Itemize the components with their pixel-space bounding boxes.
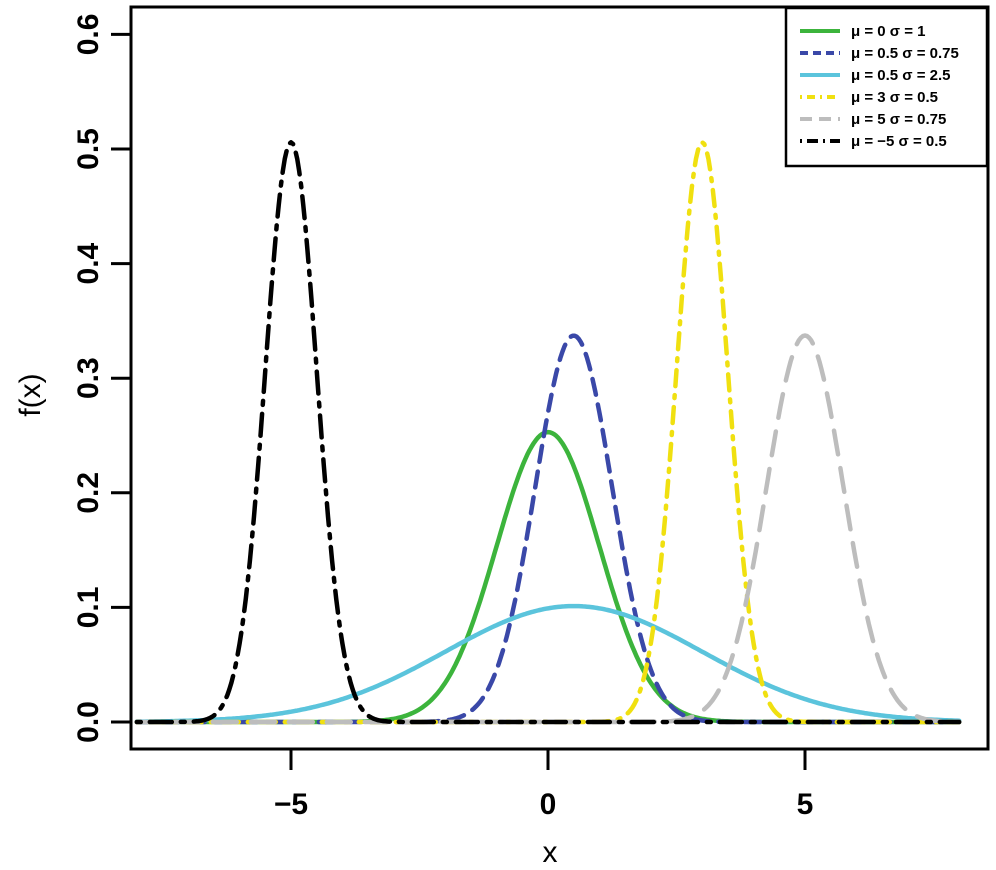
y-tick-label: 0.4 — [72, 242, 105, 284]
legend: μ = 0 σ = 1 μ = 0.5 σ = 0.75 μ = 0.5 σ = 2… — [784, 6, 989, 168]
curve-series-1 — [134, 333, 962, 725]
x-axis: −5 0 5 — [274, 749, 813, 821]
legend-label: μ = 5 σ = 0.75 — [851, 111, 946, 128]
legend-label: μ = 0.5 σ = 0.75 — [851, 45, 959, 62]
y-tick-label: 0.0 — [72, 701, 105, 743]
x-tick-label: 5 — [797, 788, 814, 821]
legend-label: μ = 3 σ = 0.5 — [851, 89, 938, 106]
curve-series-5 — [134, 140, 962, 725]
y-tick-label: 0.2 — [72, 472, 105, 514]
curve-series-4 — [134, 333, 962, 725]
x-axis-title: x — [543, 836, 558, 869]
legend-label: μ = 0.5 σ = 2.5 — [851, 67, 951, 84]
curve-series-0 — [134, 429, 962, 725]
curve-series-2 — [134, 603, 962, 724]
y-tick-label: 0.6 — [72, 14, 105, 56]
legend-label: μ = 0 σ = 1 — [851, 23, 925, 40]
curves-layer — [134, 140, 962, 725]
y-tick-label: 0.5 — [72, 128, 105, 170]
legend-label: μ = −5 σ = 0.5 — [851, 133, 947, 150]
y-tick-label: 0.1 — [72, 587, 105, 629]
y-axis-title: f(x) — [14, 373, 47, 416]
x-tick-label: 0 — [540, 788, 557, 821]
y-axis: 0.0 0.1 0.2 0.3 0.4 0.5 0.6 — [72, 14, 131, 743]
legend-box — [784, 6, 989, 168]
y-tick-label: 0.3 — [72, 357, 105, 399]
x-tick-label: −5 — [274, 788, 308, 821]
